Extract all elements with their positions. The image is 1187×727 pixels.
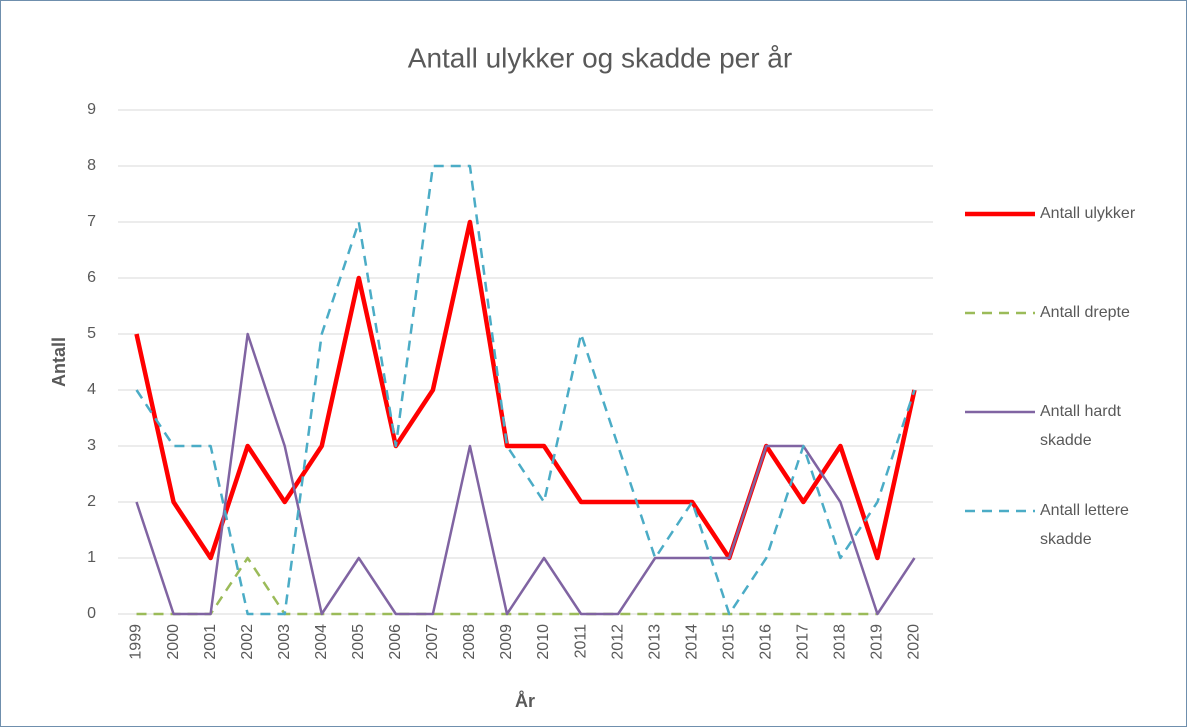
x-tick-label: 2019 <box>869 624 886 660</box>
x-tick-label: 2005 <box>350 624 367 660</box>
x-tick-label: 2007 <box>424 624 441 660</box>
legend-label: Antall drepte <box>1040 304 1130 321</box>
y-tick-label: 8 <box>87 157 96 174</box>
y-tick-label: 3 <box>87 437 96 454</box>
x-tick-label: 2000 <box>165 624 182 660</box>
x-tick-label: 2001 <box>202 624 219 660</box>
series-line <box>135 332 916 616</box>
x-tick-label: 1999 <box>128 624 145 660</box>
y-tick-label: 2 <box>87 493 96 510</box>
x-tick-label: 2009 <box>498 624 515 660</box>
x-tick-label: 2014 <box>683 624 700 660</box>
legend-label: Antall lettere skadde <box>1040 502 1129 548</box>
x-tick-label: 2017 <box>795 624 812 660</box>
chart-title: Antall ulykker og skadde per år <box>408 42 792 73</box>
legend-label: Antall hardt skadde <box>1040 403 1121 449</box>
series-line <box>135 164 916 616</box>
y-tick-label: 7 <box>87 213 96 230</box>
series-line <box>134 219 917 561</box>
x-tick-label: 2020 <box>906 624 923 660</box>
x-tick-label: 2018 <box>832 624 849 660</box>
y-tick-label: 1 <box>87 549 96 566</box>
x-tick-label: 2006 <box>387 624 404 660</box>
y-tick-label: 6 <box>87 269 96 286</box>
y-tick-label: 5 <box>87 325 96 342</box>
legend-label: Antall ulykker <box>1040 205 1136 222</box>
y-tick-label: 0 <box>87 605 96 622</box>
y-tick-label: 4 <box>87 381 96 398</box>
x-tick-label: 2015 <box>720 624 737 660</box>
x-tick-label: 2016 <box>758 624 775 660</box>
x-tick-label: 2012 <box>609 624 626 660</box>
x-axis-label: År <box>515 691 535 711</box>
x-tick-label: 2011 <box>572 624 589 659</box>
x-tick-label: 2003 <box>276 624 293 660</box>
x-tick-label: 2010 <box>535 624 552 660</box>
x-tick-label: 2008 <box>461 624 478 660</box>
x-tick-label: 2002 <box>239 624 256 660</box>
y-tick-label: 9 <box>87 101 96 118</box>
y-axis-label: Antall <box>49 337 69 387</box>
x-tick-label: 2004 <box>313 624 330 660</box>
x-tick-label: 2013 <box>646 624 663 660</box>
